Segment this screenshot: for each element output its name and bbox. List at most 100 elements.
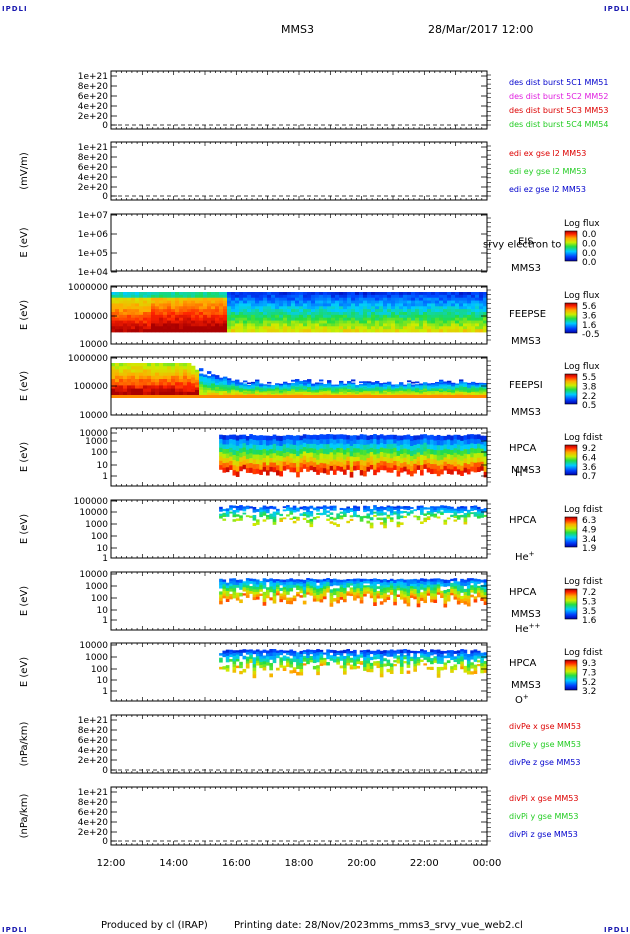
ytick-label: 1000000 (68, 283, 108, 293)
colorbar (564, 302, 578, 334)
overlay-label: srvy electron to (483, 240, 561, 251)
spacecraft-label: MMS3 (511, 263, 541, 274)
colorbar-tick: 5.3 (582, 597, 596, 607)
instrument-label: FEEPSE (509, 309, 546, 320)
ytick-label: 1000 (85, 520, 108, 530)
spacecraft-label: MMS3 (511, 407, 541, 418)
ylabel: E (eV) (19, 586, 30, 616)
ylabel: E (eV) (19, 300, 30, 330)
colorbar (564, 659, 578, 691)
ytick-label: 10000 (79, 340, 108, 350)
spacecraft-label: MMS3 (511, 680, 541, 691)
ylabel: (nPa/km) (19, 794, 30, 839)
legend-entry: divPe z gse MM53 (509, 758, 580, 767)
colorbar-tick: 5.2 (582, 678, 596, 688)
colorbar-tick: 9.2 (582, 444, 596, 454)
legend-entry: divPi z gse MM53 (509, 830, 578, 839)
ytick-label: 10 (97, 461, 109, 471)
ytick-label: 0 (102, 837, 108, 847)
footer-producer: Produced by cl (IRAP) (101, 920, 208, 931)
ytick-label: 6e+20 (78, 92, 109, 102)
ylabel: (mV/m) (19, 152, 30, 190)
feepsi-spectrogram (111, 363, 488, 398)
colorbar-tick: 2.2 (582, 392, 596, 402)
colorbar (564, 516, 578, 548)
ylabel: E (eV) (19, 657, 30, 687)
colorbar-tick: 4.9 (582, 525, 597, 535)
hpca-he1-spectrogram (219, 505, 488, 529)
colorbar-tick: -0.5 (582, 330, 600, 340)
ytick-label: 1e+04 (78, 268, 109, 278)
ytick-label: 10000 (79, 411, 108, 421)
species-label: He++ (515, 622, 541, 635)
colorbar-tick: 3.2 (582, 687, 596, 697)
xtick-label: 18:00 (285, 858, 314, 869)
colorbar-title: Log fdist (564, 433, 603, 443)
ytick-label: 100 (91, 448, 108, 458)
colorbar-tick: 3.4 (582, 535, 597, 545)
ytick-label: 100 (91, 665, 108, 675)
ytick-label: 4e+20 (78, 102, 109, 112)
ytick-label: 1e+21 (78, 788, 108, 798)
ytick-label: 6e+20 (78, 808, 109, 818)
ytick-label: 1000 (85, 582, 108, 592)
colorbar-tick: 6.4 (582, 453, 597, 463)
legend-entry: divPi y gse MM53 (509, 812, 578, 821)
ytick-label: 1 (102, 554, 108, 564)
ytick-label: 10000 (79, 641, 108, 651)
spacecraft-label: MMS3 (511, 336, 541, 347)
ytick-label: 1000000 (68, 354, 108, 364)
colorbar-tick: 0.7 (582, 472, 596, 482)
colorbar-tick: 3.6 (582, 463, 597, 473)
colorbar-tick: 5.6 (582, 302, 597, 312)
ylabel: (nPa/km) (19, 722, 30, 767)
legend-entry: des dist burst 5C4 MM54 (509, 120, 608, 129)
ytick-label: 10000 (79, 570, 108, 580)
ytick-label: 4e+20 (78, 818, 109, 828)
legend-entry: des dist burst 5C3 MM53 (509, 106, 608, 115)
spacecraft-label: MMS3 (511, 465, 541, 476)
spacecraft-title: MMS3 (281, 23, 314, 36)
colorbar (564, 230, 578, 262)
panel-frame-EIS (110, 213, 488, 272)
instrument-label: HPCA (509, 658, 537, 669)
hpca-he2-spectrogram (219, 578, 488, 608)
hpca-o-spectrogram (219, 649, 488, 679)
xtick-label: 12:00 (97, 858, 126, 869)
legend-entry: edi ey gse l2 MM53 (509, 167, 587, 176)
ytick-label: 1e+21 (78, 143, 108, 153)
xtick-label: 00:00 (473, 858, 502, 869)
instrument-label: HPCA (509, 515, 537, 526)
instrument-label: HPCA (509, 587, 537, 598)
ytick-label: 1e+21 (78, 716, 108, 726)
ytick-label: 10000 (79, 508, 108, 518)
ytick-label: 1e+07 (78, 211, 108, 221)
colorbar-title: Log flux (564, 291, 600, 301)
colorbar-tick: 0.5 (582, 401, 596, 411)
xtick-label: 22:00 (410, 858, 439, 869)
species-label: O+ (515, 693, 529, 706)
colorbar-tick: 5.5 (582, 373, 596, 383)
date-title: 28/Mar/2017 12:00 (428, 23, 534, 36)
legend-entry: des dist burst 5C1 MM51 (509, 78, 608, 87)
colorbar-tick: 1.9 (582, 544, 597, 554)
legend-entry: divPi x gse MM53 (509, 794, 578, 803)
ytick-label: 4e+20 (78, 746, 109, 756)
ytick-label: 2e+20 (78, 756, 109, 766)
hpca-h-spectrogram (219, 434, 488, 478)
ytick-label: 1 (102, 616, 108, 626)
ytick-label: 100000 (74, 382, 109, 392)
ytick-label: 10000 (79, 429, 108, 439)
colorbar-tick: 0.0 (582, 230, 597, 240)
ytick-label: 1000 (85, 653, 108, 663)
panel-frame-divPe (110, 714, 488, 774)
legend-entry: edi ex gse l2 MM53 (509, 149, 586, 158)
footer-printing-date: Printing date: 28/Nov/2023 (234, 920, 370, 931)
ytick-label: 6e+20 (78, 163, 109, 173)
ylabel: E (eV) (19, 514, 30, 544)
legend-entry: des dist burst 5C2 MM52 (509, 92, 608, 101)
colorbar-tick: 1.6 (582, 616, 597, 626)
colorbar-tick: 9.3 (582, 659, 596, 669)
ytick-label: 6e+20 (78, 736, 109, 746)
ytick-label: 1e+21 (78, 72, 108, 82)
